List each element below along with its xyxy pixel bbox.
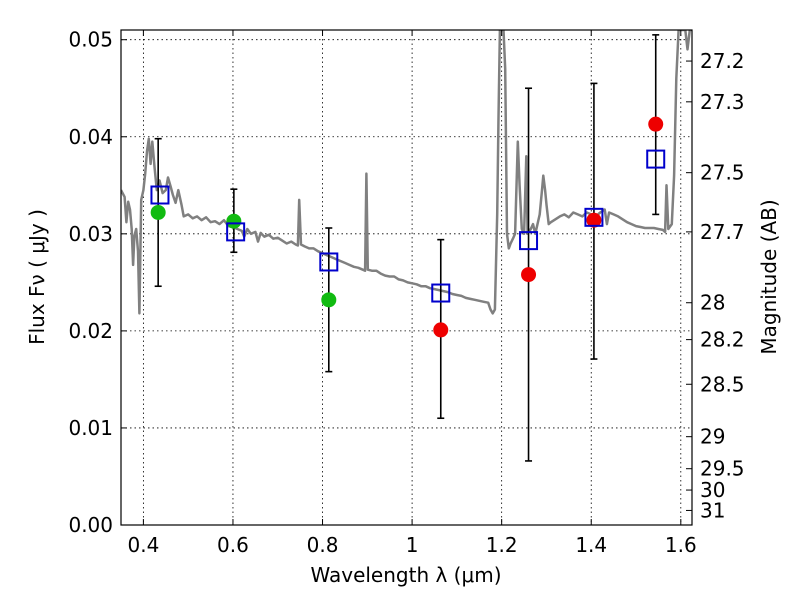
filled-circle-marker (321, 292, 337, 308)
grid (121, 30, 692, 525)
filled-circle-marker (433, 322, 449, 338)
filled-circle-marker (226, 213, 242, 229)
y-axis-label-left: Flux Fν ( μJy ) (25, 209, 49, 345)
magnitude-tick-label: 27.5 (700, 161, 745, 185)
magnitude-tick-label: 29 (700, 425, 725, 449)
x-tick-label: 1.2 (486, 533, 518, 557)
magnitude-tick-label: 28 (700, 291, 725, 315)
magnitude-tick-label: 28.5 (700, 372, 745, 396)
magnitude-tick-label: 29.5 (700, 457, 745, 481)
spectrum-line (121, 30, 692, 315)
open-square-marker (519, 231, 539, 251)
tick-labels: 0.4 0.6 0.8 1 1.2 1.4 1.6 0.00 0.01 0.02 0.03 0.04 0… (68, 28, 744, 557)
plot-frame (120, 29, 693, 526)
magnitude-tick-label: 28.2 (700, 328, 745, 352)
x-axis-label: Wavelength λ (μm) (310, 563, 501, 587)
plot-background (121, 30, 692, 525)
y-tick-label: 0.01 (68, 416, 113, 440)
x-tick-label: 0.4 (127, 533, 159, 557)
filled-circle-marker (150, 204, 166, 220)
filled-circle-marker (648, 116, 664, 132)
y-tick-label: 0.03 (68, 222, 113, 246)
x-tick-label: 0.6 (217, 533, 249, 557)
axis-ticks (121, 30, 692, 526)
x-tick-label: 1 (406, 533, 419, 557)
magnitude-tick-label: 27.7 (700, 220, 745, 244)
model-spectrum (121, 30, 692, 315)
magnitude-tick-label: 30 (700, 478, 725, 502)
data-markers (150, 116, 666, 338)
x-tick-label: 1.4 (575, 533, 607, 557)
y-tick-label: 0.00 (68, 513, 113, 537)
open-square-marker (150, 185, 170, 205)
y-tick-label: 0.02 (68, 319, 113, 343)
open-square-marker (226, 222, 246, 242)
magnitude-tick-label: 27.2 (700, 49, 745, 73)
x-tick-label: 0.8 (307, 533, 339, 557)
y-tick-label: 0.04 (68, 125, 113, 149)
y-axis-label-right: Magnitude (AB) (757, 199, 781, 354)
magnitude-tick-label: 31 (700, 498, 725, 522)
magnitude-tick-label: 27.3 (700, 90, 745, 114)
open-square-marker (646, 149, 666, 169)
filled-circle-marker (521, 267, 537, 283)
open-square-marker (431, 283, 451, 303)
x-tick-label: 1.6 (665, 533, 697, 557)
open-square-marker (319, 252, 339, 272)
filled-circle-marker (586, 212, 602, 228)
open-square-marker (584, 207, 604, 227)
y-tick-label: 0.05 (68, 28, 113, 52)
